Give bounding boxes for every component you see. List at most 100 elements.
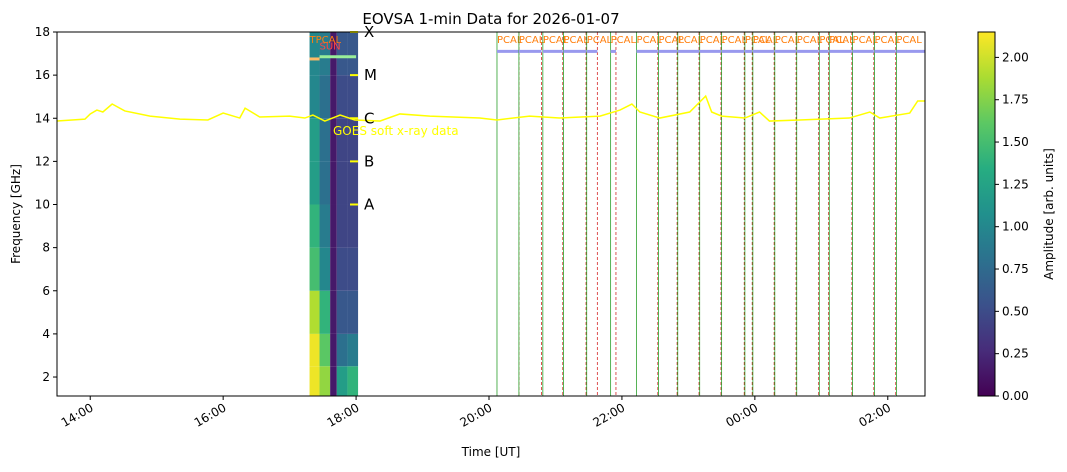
y-tick-label: 4 (42, 327, 50, 341)
goes-level-label: A (364, 196, 375, 214)
pcal-label: PCAL (543, 35, 569, 46)
pcal-label: PCAL (896, 35, 922, 46)
y-tick-label: 10 (35, 198, 50, 212)
heatmap-cell (309, 161, 320, 205)
heatmap-cell (336, 247, 348, 291)
pcal-label: PCAL (497, 35, 523, 46)
goes-level-label: C (364, 109, 374, 127)
heatmap-cell (336, 161, 348, 205)
heatmap-cell (330, 204, 337, 248)
heatmap-cell (309, 75, 320, 119)
colorbar-tick-label: 0.25 (1002, 347, 1029, 361)
heatmap-cell (347, 290, 359, 334)
heatmap-cell (336, 75, 348, 119)
heatmap-cell (309, 32, 320, 76)
plot-background (57, 32, 925, 396)
heatmap-cell (336, 333, 348, 367)
heatmap-cell (347, 247, 359, 291)
colorbar (977, 31, 996, 397)
heatmap-cell (336, 290, 348, 334)
heatmap-cell (347, 161, 359, 205)
x-tick-label: 18:00 (325, 400, 362, 429)
heatmap-cell (319, 333, 331, 367)
pcal-label: PCAL (829, 35, 855, 46)
colorbar-label: Amplitude [arb. units] (1042, 148, 1056, 280)
heatmap-cell (309, 247, 320, 291)
heatmap-cell (347, 118, 359, 162)
heatmap-cell (319, 290, 331, 334)
heatmap-cell (336, 366, 348, 396)
heatmap-cell (330, 161, 337, 205)
colorbar-tick-label: 1.50 (1002, 135, 1029, 149)
heatmap-cell (347, 32, 359, 76)
pcal-label: PCAL (797, 35, 823, 46)
y-tick-label: 12 (35, 154, 50, 168)
heatmap-cell (319, 75, 331, 119)
pcal-label: PCAL (853, 35, 879, 46)
heatmap-cell (330, 247, 337, 291)
colorbar-tick-label: 1.00 (1002, 220, 1029, 234)
heatmap-cell (309, 118, 320, 162)
heatmap-cell (336, 32, 348, 76)
y-axis-label: Frequency [GHz] (9, 164, 23, 264)
x-axis-label: Time [UT] (461, 445, 521, 459)
heatmap-cell (309, 290, 320, 334)
heatmap-cell (330, 32, 337, 76)
colorbar-tick-label: 1.25 (1002, 177, 1029, 191)
y-tick-label: 16 (35, 68, 50, 82)
heatmap-cell (336, 204, 348, 248)
pcal-label: PCAL (753, 35, 779, 46)
x-tick-label: 22:00 (590, 400, 627, 429)
x-tick-label: 14:00 (59, 400, 96, 429)
y-tick-label: 2 (42, 370, 50, 384)
heatmap-cell (347, 366, 359, 396)
plot-frame (56, 31, 926, 397)
chart-title: EOVSA 1-min Data for 2026-01-07 (362, 10, 619, 28)
pcal-label: PCAL (775, 35, 801, 46)
pcal-label: PCAL (819, 35, 845, 46)
x-tick-label: 16:00 (192, 400, 229, 429)
y-tick-label: 14 (35, 111, 50, 125)
goes-label: GOES soft x-ray data (333, 124, 459, 138)
heatmap-cell (347, 75, 359, 119)
pcal-label: PCAL (611, 35, 637, 46)
pcal-label: PCAL (563, 35, 589, 46)
x-tick-label: 20:00 (458, 400, 495, 429)
y-tick-label: 18 (35, 25, 50, 39)
x-tick-label: 00:00 (723, 400, 760, 429)
heatmap-cell (309, 204, 320, 248)
pcal-label: PCAL (745, 35, 771, 46)
pcal-label: PCAL (874, 35, 900, 46)
pcal-label: PCAL (700, 35, 726, 46)
heatmap-cell (319, 204, 331, 248)
heatmap-cell (309, 366, 320, 396)
heatmap-cell (319, 32, 331, 76)
pcal-label: PCAL (678, 35, 704, 46)
pcal-label: PCAL (658, 35, 684, 46)
heatmap-cell (319, 118, 331, 162)
y-tick-label: 8 (42, 241, 50, 255)
colorbar-tick-label: 1.75 (1002, 93, 1029, 107)
heatmap-cell (347, 204, 359, 248)
goes-line (56, 94, 925, 122)
pcal-label: PCAL (722, 35, 748, 46)
y-tick-label: 6 (42, 284, 50, 298)
scan-label: SUN (320, 41, 341, 52)
heatmap-cell (330, 366, 337, 396)
x-tick-label: 02:00 (856, 400, 893, 429)
heatmap-cell (330, 75, 337, 119)
pcal-label: PCAL (519, 35, 545, 46)
heatmap-cell (319, 161, 331, 205)
heatmap-cell (309, 333, 320, 367)
scan-label: TPCAL (309, 35, 342, 46)
heatmap-cell (330, 118, 337, 162)
heatmap-cell (347, 333, 359, 367)
colorbar-tick-label: 0.50 (1002, 304, 1029, 318)
pcal-label: PCAL (637, 35, 663, 46)
colorbar-tick-label: 2.00 (1002, 50, 1029, 64)
colorbar-tick-label: 0.75 (1002, 262, 1029, 276)
heatmap-cell (336, 118, 348, 162)
heatmap-cell (330, 333, 337, 367)
heatmap-cell (330, 290, 337, 334)
